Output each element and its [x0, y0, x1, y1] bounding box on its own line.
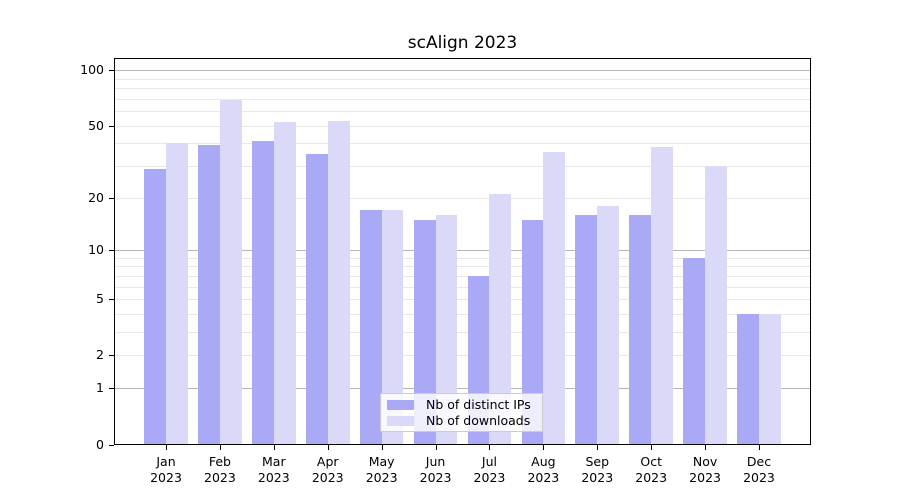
bar-jan-distinct-ips — [144, 168, 166, 445]
gridline-minor — [114, 143, 811, 145]
x-tick-label: Jul 2023 — [473, 453, 506, 486]
gridline-major — [114, 70, 811, 72]
gridline-minor — [114, 332, 811, 334]
bar-jun-distinct-ips — [413, 219, 436, 445]
y-tick — [109, 299, 114, 301]
gridline-minor — [114, 197, 811, 199]
gridline-minor — [114, 275, 811, 277]
bar-aug-distinct-ips — [521, 219, 544, 445]
bar-sep-distinct-ips — [575, 214, 598, 445]
bar-nov-distinct-ips — [683, 257, 706, 445]
y-tick-label: 5 — [96, 291, 104, 307]
bar-may-distinct-ips — [359, 210, 382, 445]
bar-may-downloads — [381, 210, 404, 445]
x-tick — [705, 444, 707, 450]
bar-mar-distinct-ips — [252, 141, 274, 445]
gridline-minor — [114, 78, 811, 80]
gridline-minor — [114, 111, 811, 112]
x-tick-label: Aug 2023 — [527, 453, 560, 486]
x-tick — [543, 444, 545, 450]
x-tick-label: Sep 2023 — [581, 453, 614, 486]
y-tick — [109, 388, 114, 390]
bar-jul-downloads — [489, 193, 512, 445]
gridline-major — [114, 249, 811, 251]
x-tick — [273, 444, 275, 450]
gridline-minor — [114, 266, 811, 268]
x-tick — [597, 444, 599, 450]
bar-feb-downloads — [219, 99, 242, 445]
x-tick-label: Jun 2023 — [419, 453, 452, 486]
y-tick-label: 100 — [80, 62, 104, 78]
x-tick — [651, 444, 653, 450]
gridline-minor — [114, 125, 811, 127]
bar-jan-downloads — [166, 143, 188, 445]
y-tick-label: 2 — [96, 347, 104, 363]
gridline-major — [114, 388, 811, 390]
bar-aug-downloads — [543, 151, 566, 445]
legend-swatch-distinct-ips — [387, 399, 414, 410]
legend-swatch-downloads — [387, 415, 414, 426]
x-tick-label: Nov 2023 — [689, 453, 721, 486]
chart-title: scAlign 2023 — [407, 33, 518, 53]
x-tick-label: Feb 2023 — [204, 453, 236, 486]
y-tick — [109, 125, 114, 127]
y-tick-label: 1 — [96, 380, 104, 396]
x-tick-label: Mar 2023 — [257, 453, 290, 486]
x-tick — [219, 444, 221, 450]
x-tick-label: Apr 2023 — [311, 453, 344, 486]
gridline-minor — [114, 87, 811, 89]
legend-item-downloads: Nb of downloads — [387, 413, 536, 428]
bar-apr-downloads — [327, 120, 350, 445]
bar-apr-distinct-ips — [305, 153, 328, 445]
legend-label-distinct-ips: Nb of distinct IPs — [426, 397, 531, 412]
y-tick — [109, 70, 114, 72]
gridline-minor — [114, 286, 811, 288]
y-tick-label: 50 — [88, 117, 104, 133]
x-tick — [327, 444, 329, 450]
bar-feb-distinct-ips — [198, 145, 220, 445]
bar-dec-downloads — [758, 313, 781, 445]
y-tick — [109, 355, 114, 357]
bar-mar-downloads — [273, 122, 296, 445]
legend: Nb of distinct IPs Nb of downloads — [380, 393, 543, 432]
x-tick-label: May 2023 — [365, 453, 398, 486]
x-tick-label: Dec 2023 — [743, 453, 775, 486]
y-tick — [109, 249, 114, 251]
y-tick-label: 20 — [88, 189, 104, 205]
y-tick — [109, 197, 114, 199]
bar-dec-distinct-ips — [737, 313, 759, 445]
bar-oct-distinct-ips — [629, 214, 652, 445]
gridline-minor — [114, 165, 811, 167]
legend-label-downloads: Nb of downloads — [426, 413, 531, 428]
x-tick — [381, 444, 383, 450]
bar-nov-downloads — [705, 165, 727, 445]
y-tick — [109, 444, 114, 446]
plot-area: 100 50 20 10 5 2 1 0 Jan 2023 Feb 2023 Mar 2023 Apr… — [80, 58, 811, 485]
x-tick — [166, 444, 167, 450]
gridline-minor — [114, 299, 811, 301]
gridline-minor — [114, 355, 811, 357]
gridline-minor — [114, 257, 811, 259]
gridline-minor — [114, 313, 811, 315]
bar-sep-downloads — [597, 205, 620, 445]
legend-item-distinct-ips: Nb of distinct IPs — [387, 397, 536, 412]
y-tick-label: 10 — [88, 241, 104, 257]
x-tick-label: Jan 2023 — [150, 453, 182, 486]
bar-jun-downloads — [435, 214, 458, 445]
y-tick-label: 0 — [96, 436, 104, 452]
x-tick — [758, 444, 760, 450]
x-tick — [435, 444, 437, 450]
bar-oct-downloads — [651, 147, 673, 445]
x-tick — [489, 444, 491, 450]
gridline-minor — [114, 98, 811, 100]
x-tick-label: Oct 2023 — [635, 453, 668, 486]
